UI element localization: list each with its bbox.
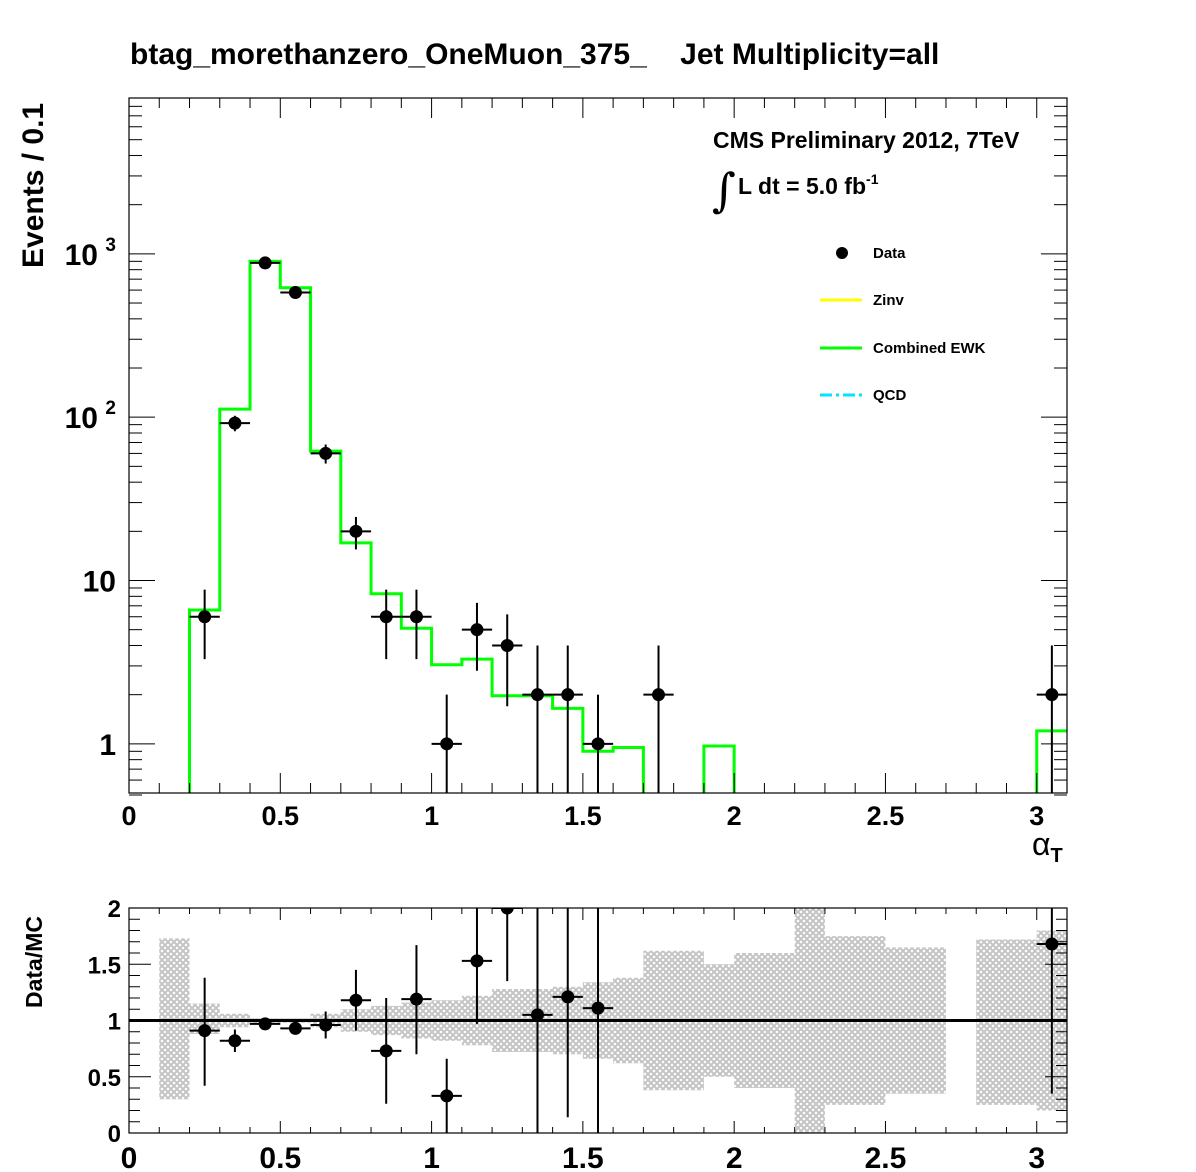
ratio-x-tick-label: 1 — [423, 1142, 440, 1172]
data-point — [440, 737, 454, 751]
ratio-point — [440, 1089, 454, 1103]
x-tick-label: 0.5 — [262, 801, 300, 831]
cms-preliminary-text: CMS Preliminary 2012, 7TeV — [713, 127, 1020, 153]
ratio-x-tick-label: 0.5 — [259, 1142, 301, 1172]
y-tick-label-exponent: 3 — [105, 235, 116, 256]
mc-uncertainty-band — [976, 939, 1037, 1105]
y-tick-label: 10 — [83, 566, 116, 599]
main-plot-frame — [128, 97, 1068, 794]
x-tick-label: 2 — [727, 801, 742, 831]
data-point — [530, 688, 544, 702]
chart-title: btag_morethanzero_OneMuon_375_ Jet Multi… — [130, 38, 939, 71]
legend-label: Zinv — [873, 292, 904, 309]
ratio-point — [319, 1018, 333, 1032]
x-axis-label-symbol: α — [1032, 826, 1051, 862]
ratio-point — [1045, 937, 1059, 951]
data-point — [288, 285, 302, 299]
cms-label: CMS Preliminary 2012, 7TeV ∫ L dt = 5.0 … — [712, 127, 1020, 217]
legend-label: QCD — [873, 387, 907, 404]
data-point — [319, 446, 333, 460]
ratio-x-tick-label: 0 — [121, 1142, 138, 1172]
integral-symbol: ∫ — [712, 163, 736, 217]
ratio-point — [561, 990, 575, 1004]
ratio-y-tick-label: 2 — [108, 896, 121, 923]
ratio-point — [470, 954, 484, 968]
ratio-point — [198, 1024, 212, 1038]
data-point — [652, 688, 666, 702]
ratio-point — [258, 1017, 272, 1031]
data-point — [379, 610, 393, 624]
ratio-point — [530, 1008, 544, 1022]
ratio-y-tick-label: 0 — [108, 1121, 121, 1148]
y-axis-label: Events / 0.1 — [17, 103, 50, 268]
y-tick-label: 10 — [65, 402, 98, 435]
legend-label: Combined EWK — [873, 340, 986, 357]
ratio-point — [591, 1001, 605, 1015]
x-tick-label: 3 — [1029, 801, 1044, 831]
ratio-point — [349, 993, 363, 1007]
data-point — [470, 623, 484, 637]
legend: Data Zinv Combined EWK QCD — [820, 245, 986, 404]
ratio-point — [500, 908, 514, 915]
y-tick-label: 1 — [99, 729, 116, 762]
data-point — [500, 639, 514, 653]
legend-data-marker — [836, 247, 848, 259]
x-axis-label: αT — [1032, 826, 1063, 867]
ratio-x-tick-label: 2 — [726, 1142, 743, 1172]
data-point — [409, 610, 423, 624]
x-tick-label: 1 — [424, 801, 439, 831]
data-point — [591, 737, 605, 751]
ratio-plot-panel: 0 0.5 1 1.5 2 2.5 3 0 0.5 1 1.5 2 — [88, 896, 1068, 1172]
ratio-x-tick-label: 2.5 — [865, 1142, 907, 1172]
ratio-point — [409, 992, 423, 1006]
luminosity-value: L dt = 5.0 fb — [738, 173, 866, 199]
data-point — [258, 256, 272, 270]
data-point — [349, 524, 363, 538]
ratio-x-tick-label: 3 — [1028, 1142, 1045, 1172]
data-point — [561, 688, 575, 702]
ratio-y-tick-label: 1.5 — [88, 952, 121, 979]
y-tick-label-exponent: 2 — [105, 398, 116, 419]
ratio-y-axis-label: Data/MC — [21, 916, 47, 1008]
data-point — [1045, 688, 1059, 702]
x-axis-label-subscript: T — [1051, 845, 1063, 867]
y-tick-label: 10 — [65, 239, 98, 272]
ratio-y-tick-label: 1 — [108, 1009, 121, 1036]
luminosity-unit-superscript: -1 — [866, 171, 879, 187]
ratio-x-tick-label: 1.5 — [562, 1142, 604, 1172]
ratio-point — [379, 1044, 393, 1058]
legend-label: Data — [873, 245, 906, 262]
luminosity-text: L dt = 5.0 fb-1 — [738, 171, 879, 199]
ratio-y-tick-label: 0.5 — [88, 1065, 121, 1092]
ratio-point — [288, 1021, 302, 1035]
main-plot-panel: 0 0.5 1 1.5 2 2.5 3 1 10 10 2 10 3 — [65, 97, 1068, 831]
x-tick-label: 2.5 — [867, 801, 905, 831]
x-tick-label: 1.5 — [564, 801, 602, 831]
ratio-point — [228, 1034, 242, 1048]
data-point — [198, 610, 212, 624]
x-tick-label: 0 — [121, 801, 136, 831]
mc-uncertainty-band — [159, 938, 190, 1100]
data-point — [228, 416, 242, 430]
